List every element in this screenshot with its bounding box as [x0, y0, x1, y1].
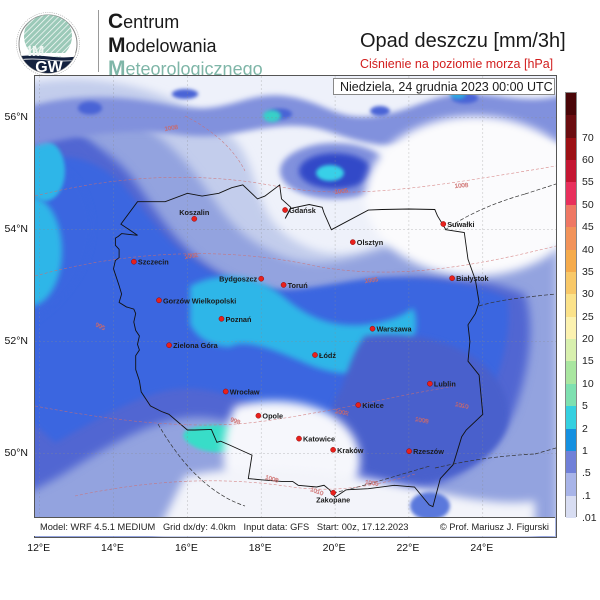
svg-text:Kielce: Kielce	[362, 401, 384, 410]
svg-text:Koszalin: Koszalin	[179, 208, 209, 217]
svg-text:Poznań: Poznań	[226, 315, 252, 324]
svg-text:Toruń: Toruń	[288, 281, 308, 290]
svg-text:Suwałki: Suwałki	[447, 220, 474, 229]
svg-text:Gdańsk: Gdańsk	[289, 206, 317, 215]
svg-text:Gorzów Wielkopolski: Gorzów Wielkopolski	[163, 296, 236, 305]
svg-text:Zakopane: Zakopane	[316, 496, 350, 505]
svg-text:Rzeszów: Rzeszów	[413, 447, 444, 456]
svg-text:IM: IM	[28, 43, 45, 60]
svg-text:1008: 1008	[455, 183, 469, 190]
svg-text:Szczecin: Szczecin	[138, 258, 169, 267]
svg-text:Olsztyn: Olsztyn	[357, 238, 383, 247]
svg-text:Łódź: Łódź	[319, 351, 336, 360]
svg-text:Warszawa: Warszawa	[377, 325, 413, 334]
svg-text:Bydgoszcz: Bydgoszcz	[219, 275, 257, 284]
svg-text:Opole: Opole	[262, 412, 283, 421]
svg-text:Katowice: Katowice	[303, 435, 335, 444]
svg-text:Lublin: Lublin	[434, 380, 456, 389]
svg-text:Białystok: Białystok	[456, 274, 489, 283]
svg-text:Kraków: Kraków	[337, 446, 364, 455]
svg-text:Wrocław: Wrocław	[230, 388, 260, 397]
svg-text:Zielona Góra: Zielona Góra	[173, 341, 219, 350]
